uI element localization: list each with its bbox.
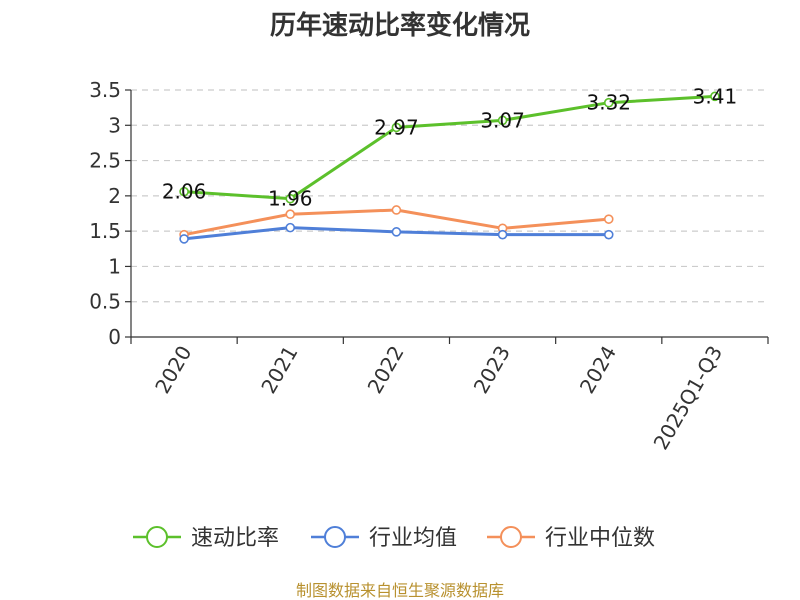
x-tick-label: 2021 xyxy=(256,342,302,398)
legend-label: 行业中位数 xyxy=(545,526,655,551)
legend-marker xyxy=(146,526,168,548)
x-tick-label: 2025Q1-Q3 xyxy=(649,342,728,454)
y-tick-label: 0 xyxy=(108,325,121,349)
legend-marker xyxy=(500,526,522,548)
legend-label: 行业均值 xyxy=(369,526,457,551)
legend-item-0[interactable]: 速动比率 xyxy=(133,526,279,551)
x-tick-label: 2022 xyxy=(363,342,409,398)
data-label: 3.32 xyxy=(586,91,631,115)
data-point[interactable] xyxy=(391,227,402,237)
x-tick-label: 2023 xyxy=(469,342,515,398)
y-tick-label: 3 xyxy=(108,113,121,137)
series-line-0 xyxy=(183,94,716,201)
grid-lines xyxy=(131,89,768,303)
data-labels: 2.06 1.96 2.97 3.07 3.32 3.41 xyxy=(162,84,737,210)
y-tick-label: 2 xyxy=(108,184,121,208)
y-tick-label: 3.5 xyxy=(89,78,121,102)
source-note: 制图数据来自恒生聚源数据库 xyxy=(296,581,504,600)
data-point[interactable] xyxy=(179,234,189,244)
data-label: 2.06 xyxy=(162,180,207,204)
y-tick-label: 1 xyxy=(108,254,121,278)
data-label: 2.97 xyxy=(374,115,419,139)
series-lines xyxy=(179,91,720,244)
legend-item-2[interactable]: 行业中位数 xyxy=(487,526,655,551)
data-label: 3.41 xyxy=(693,84,738,108)
legend-marker xyxy=(324,526,346,548)
data-point[interactable] xyxy=(497,229,508,240)
data-point[interactable] xyxy=(285,209,296,220)
data-label: 3.07 xyxy=(480,108,525,132)
chart-title: 历年速动比率变化情况 xyxy=(270,10,530,41)
x-tick-label: 2020 xyxy=(150,342,196,398)
y-tick-label: 1.5 xyxy=(89,219,121,243)
legend-label: 速动比率 xyxy=(191,526,279,551)
data-point[interactable] xyxy=(603,229,614,240)
data-point[interactable] xyxy=(285,193,296,204)
data-point[interactable] xyxy=(710,91,720,102)
legend-item-1[interactable]: 行业均值 xyxy=(311,526,457,551)
data-point[interactable] xyxy=(391,122,402,133)
y-tick-label: 2.5 xyxy=(89,149,121,173)
y-tick-label: 0.5 xyxy=(89,290,121,314)
legend[interactable]: 速动比率 行业均值 行业中位数 xyxy=(133,526,655,551)
x-tick-label: 2024 xyxy=(575,342,621,398)
data-point[interactable] xyxy=(391,205,402,215)
data-label: 1.96 xyxy=(268,187,313,211)
data-point[interactable] xyxy=(179,186,189,197)
data-point[interactable] xyxy=(285,222,296,233)
data-point[interactable] xyxy=(497,115,508,126)
data-point[interactable] xyxy=(603,214,614,224)
data-point[interactable] xyxy=(603,97,614,108)
